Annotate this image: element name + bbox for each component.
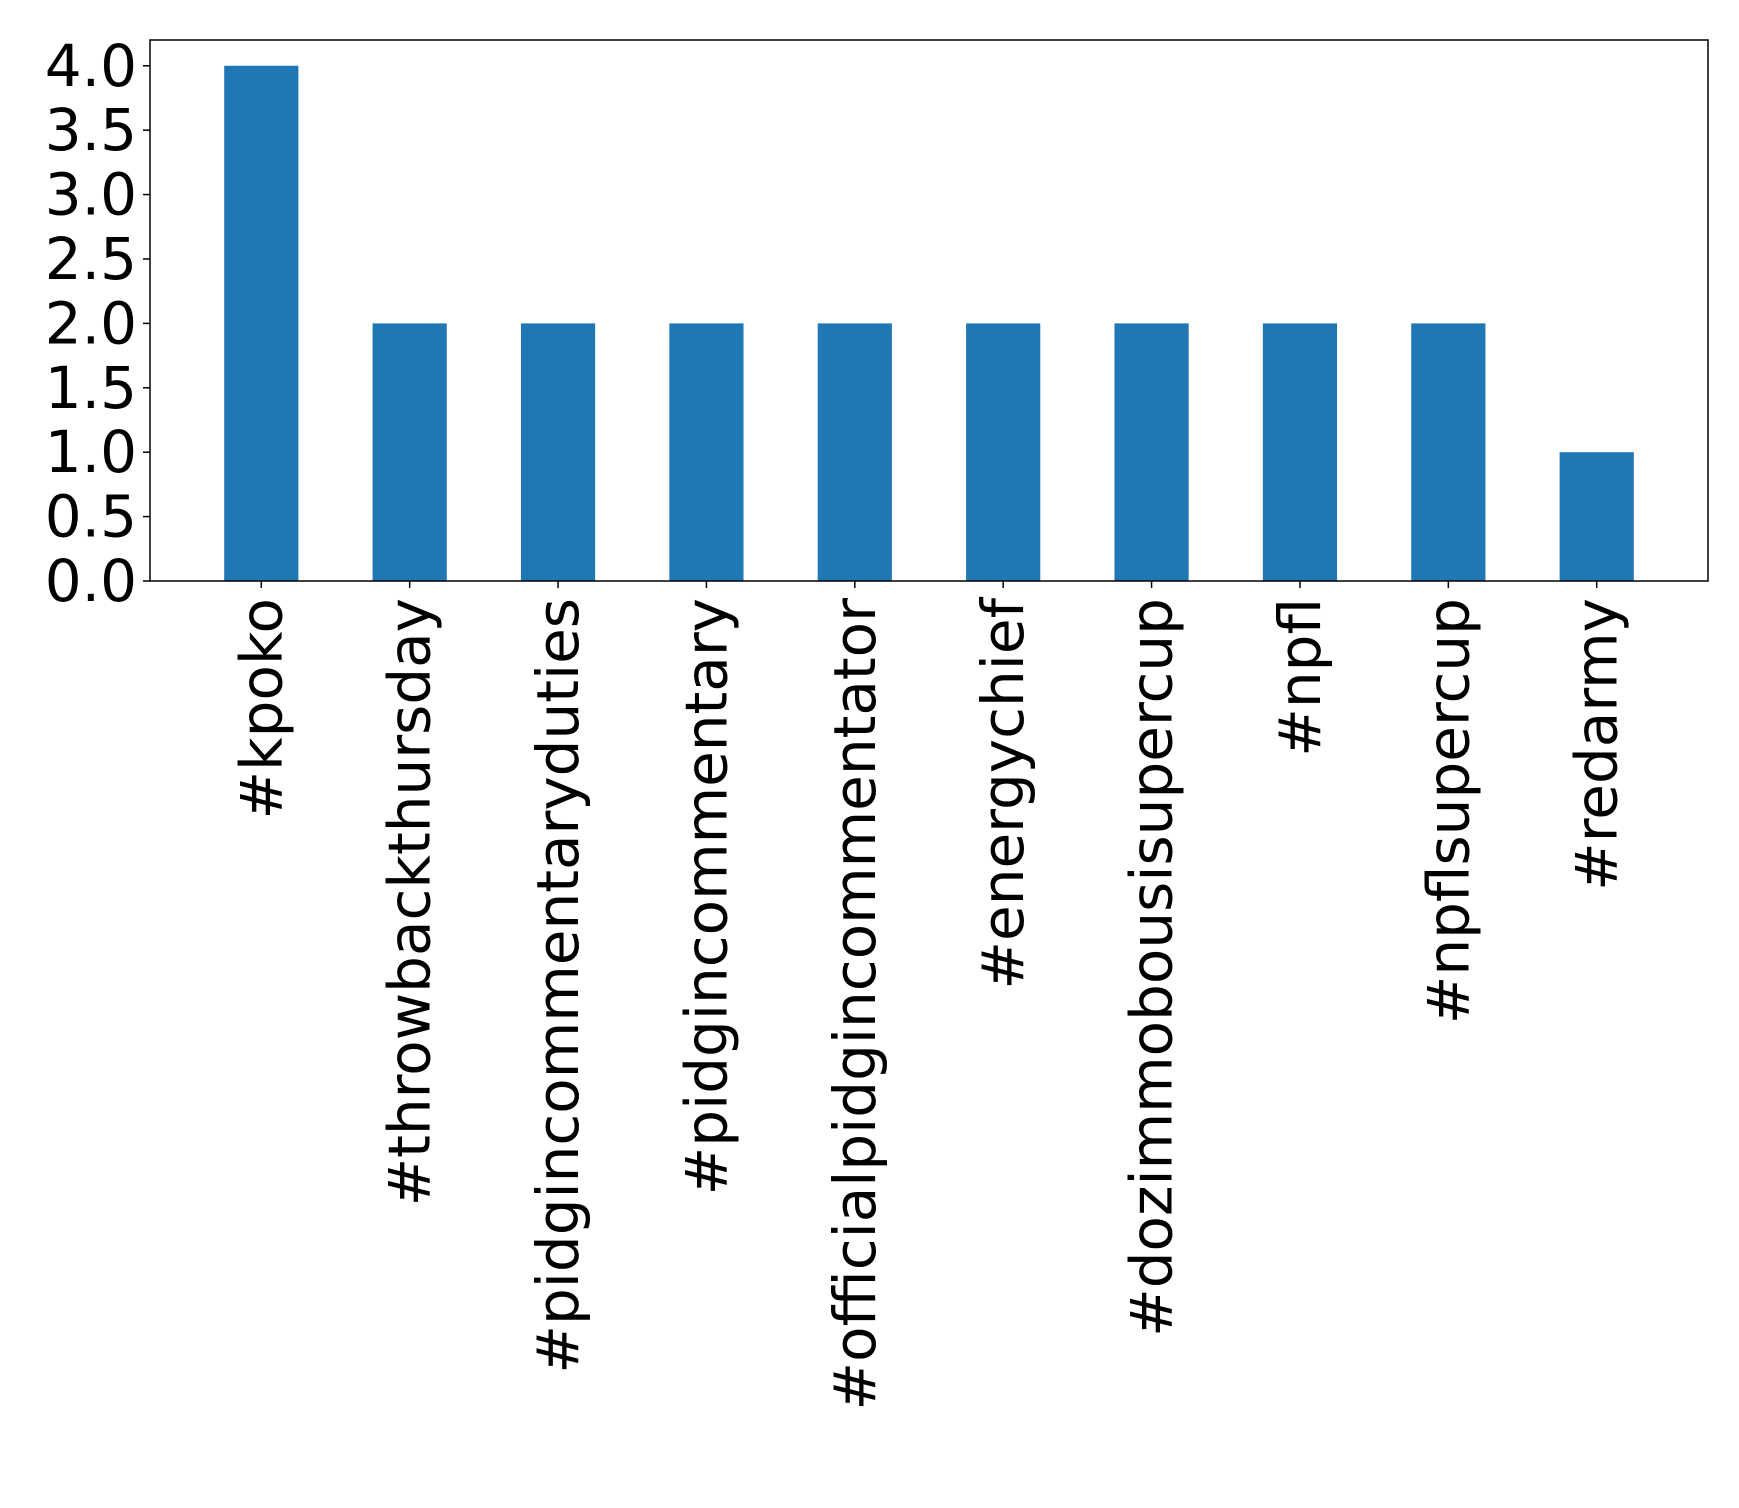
y-tick-label: 3.0: [45, 161, 137, 229]
y-axis: 0.00.51.01.52.02.53.03.54.0: [45, 32, 150, 615]
bar-officialpidgincommentator: [817, 323, 892, 581]
x-tick-label-pidgincommentaryduties: #pidgincommentaryduties: [524, 598, 592, 1374]
x-tick-label-dozimmobousisupercup: #dozimmobousisupercup: [1118, 598, 1186, 1337]
y-tick-label: 1.0: [45, 418, 137, 486]
bar-redarmy: [1559, 452, 1634, 581]
x-tick-label-officialpidgincommentator: #officialpidgincommentator: [821, 598, 889, 1411]
y-tick-label: 2.0: [45, 289, 137, 357]
y-tick-label: 2.5: [45, 225, 137, 293]
bar-npfl: [1262, 323, 1338, 581]
x-tick-label-npflsupercup: #npflsupercup: [1414, 598, 1482, 1024]
x-tick-label-npfl: #npfl: [1266, 598, 1334, 757]
bar-kpoko: [224, 65, 299, 581]
y-tick-label: 0.0: [45, 547, 137, 615]
x-tick-label-kpoko: #kpoko: [227, 598, 295, 820]
y-tick-label: 4.0: [45, 32, 137, 100]
bar-npflsupercup: [1411, 323, 1486, 581]
bar-pidgincommentary: [669, 323, 744, 581]
x-tick-label-throwbackthursday: #throwbackthursday: [376, 598, 444, 1206]
bar-throwbackthursday: [372, 323, 447, 581]
plot-frame: [149, 39, 1709, 582]
bar-pidgincommentaryduties: [520, 323, 596, 581]
bars-layer: [224, 65, 1634, 581]
x-tick-label-redarmy: #redarmy: [1563, 598, 1631, 891]
y-tick-label: 1.5: [45, 354, 137, 422]
x-tick-label-pidgincommentary: #pidgincommentary: [672, 598, 740, 1195]
bar-dozimmobousisupercup: [1114, 323, 1189, 581]
bar-energychief: [966, 323, 1041, 581]
x-axis: #kpoko #throwbackthursday #pidgincommentar…: [227, 581, 1631, 1411]
y-tick-label: 3.5: [45, 96, 137, 164]
y-tick-label: 0.5: [45, 483, 137, 551]
x-tick-label-energychief: #energychief: [969, 596, 1037, 989]
